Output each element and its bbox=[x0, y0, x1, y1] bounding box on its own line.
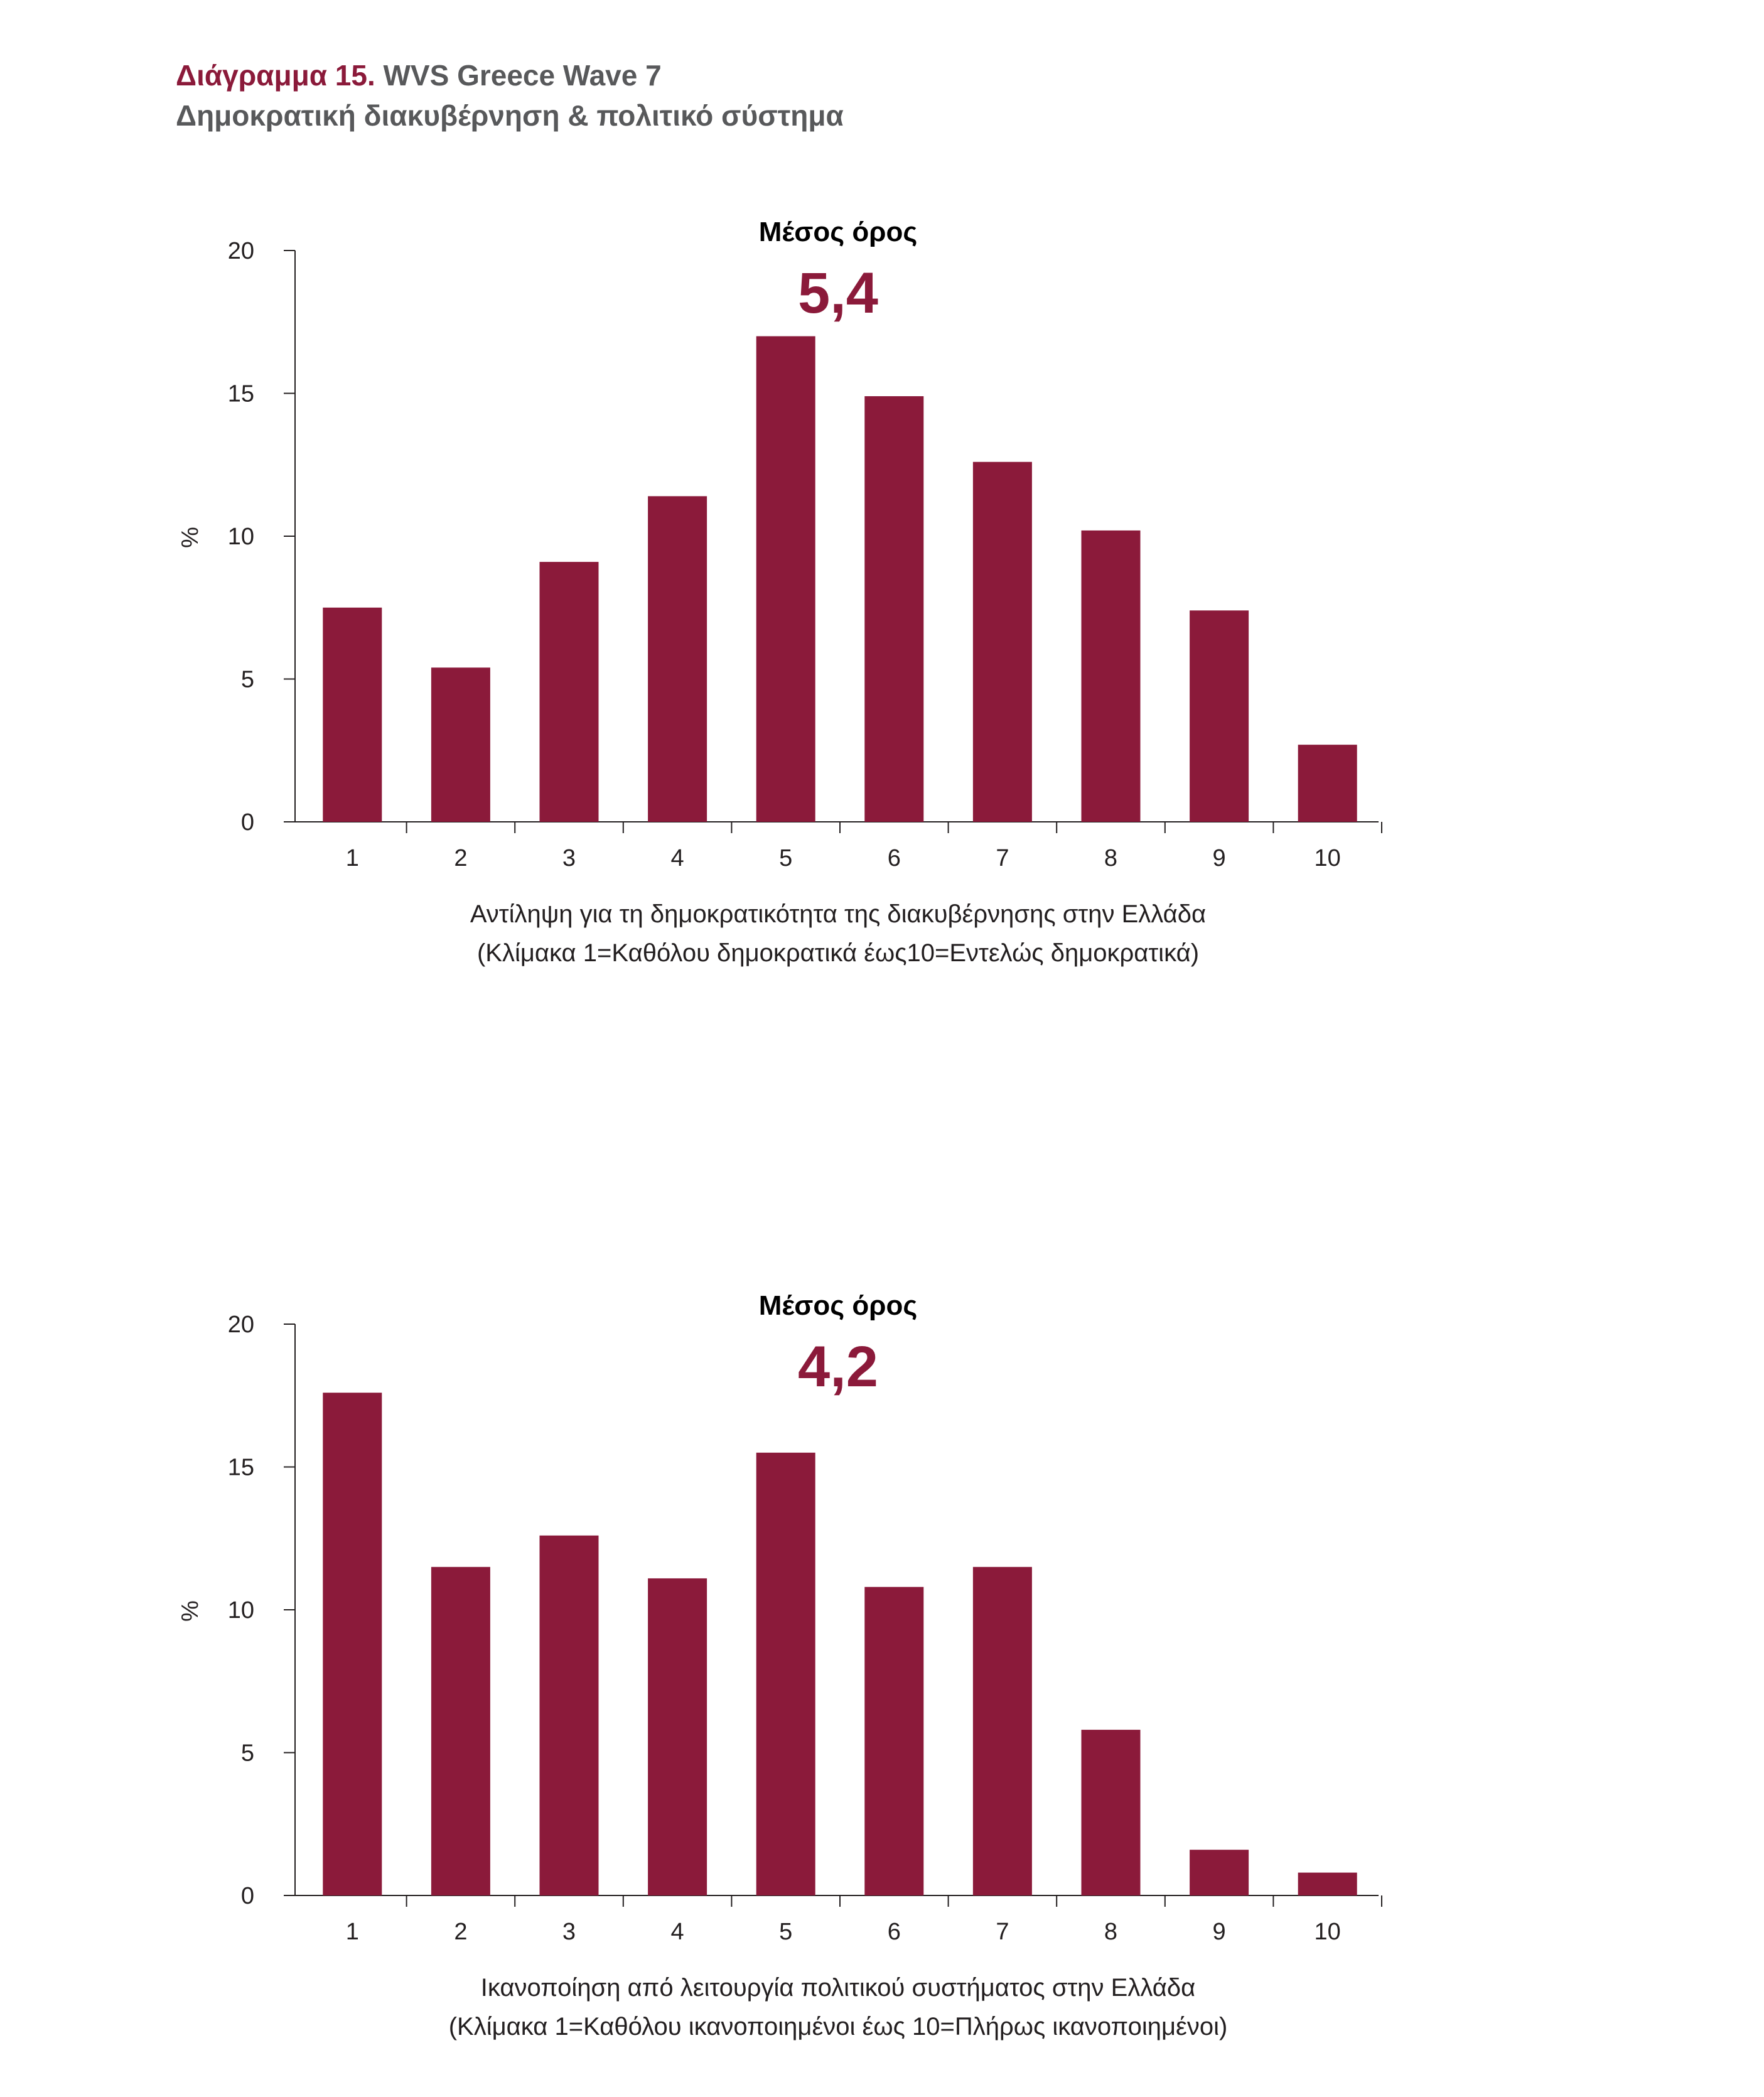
mean-label: Μέσος όρος bbox=[759, 217, 917, 247]
x-axis-label-scale: (Κλίμακα 1=Καθόλου ικανοποιημένοι έως 10… bbox=[449, 2013, 1228, 2040]
bar bbox=[648, 496, 707, 822]
x-axis-label: Ικανοποίηση από λειτουργία πολιτικού συσ… bbox=[481, 1974, 1196, 2002]
bar bbox=[539, 561, 599, 822]
x-tick-label: 2 bbox=[454, 845, 467, 871]
x-tick-label: 1 bbox=[346, 1919, 359, 1945]
chart-democracy-perception: Μέσος όρος 5,4 0 5 10 15 20% 1 2 3 4 5 6 7 8 9 10 Αντίληψ… bbox=[177, 217, 1382, 967]
y-tick-label: 0 bbox=[241, 809, 254, 836]
y-tick-label: 20 bbox=[228, 238, 254, 264]
bar bbox=[1190, 610, 1249, 822]
x-tick-label: 3 bbox=[562, 845, 576, 871]
x-tick-label: 5 bbox=[779, 845, 792, 871]
y-tick-label: 0 bbox=[241, 1883, 254, 1909]
figure-title: Διάγραμμα 15. WVS Greece Wave 7 bbox=[176, 55, 844, 95]
figure-header: Διάγραμμα 15. WVS Greece Wave 7 Δημοκρατ… bbox=[176, 55, 844, 136]
y-tick-label: 15 bbox=[228, 1455, 254, 1481]
x-tick-label: 3 bbox=[562, 1919, 576, 1945]
x-tick-label: 1 bbox=[346, 845, 359, 871]
mean-value: 4,2 bbox=[798, 1335, 878, 1399]
y-tick-label: 15 bbox=[228, 381, 254, 407]
x-tick-label: 6 bbox=[888, 1919, 901, 1945]
x-tick-label: 10 bbox=[1315, 845, 1341, 871]
mean-value: 5,4 bbox=[798, 261, 878, 325]
x-tick-label: 8 bbox=[1104, 1919, 1117, 1945]
bar bbox=[756, 336, 815, 822]
bar bbox=[864, 1587, 924, 1895]
y-tick-label: 20 bbox=[228, 1312, 254, 1338]
mean-label: Μέσος όρος bbox=[759, 1290, 917, 1321]
x-axis-label-scale: (Κλίμακα 1=Καθόλου δημοκρατικά έως10=Εντ… bbox=[477, 939, 1199, 967]
x-tick-label: 8 bbox=[1104, 845, 1117, 871]
bar bbox=[539, 1535, 599, 1895]
x-tick-label: 6 bbox=[888, 845, 901, 871]
bar bbox=[323, 607, 382, 822]
x-tick-label: 5 bbox=[779, 1919, 792, 1945]
y-tick-label: 5 bbox=[241, 1740, 254, 1767]
x-tick-label: 9 bbox=[1213, 845, 1226, 871]
bar bbox=[1298, 745, 1357, 822]
figure-subtitle: Δημοκρατική διακυβέρνηση & πολιτικό σύστ… bbox=[176, 99, 844, 132]
x-tick-label: 4 bbox=[671, 845, 684, 871]
bar bbox=[431, 1566, 490, 1895]
figure-number: Διάγραμμα 15. bbox=[176, 59, 375, 92]
bar bbox=[756, 1452, 815, 1895]
bar bbox=[864, 396, 924, 822]
bar bbox=[972, 1566, 1032, 1895]
bar bbox=[1298, 1872, 1357, 1895]
y-tick-label: 10 bbox=[228, 524, 254, 550]
bar bbox=[1190, 1850, 1249, 1895]
x-tick-label: 9 bbox=[1213, 1919, 1226, 1945]
x-tick-label: 7 bbox=[996, 845, 1009, 871]
bar bbox=[1081, 1730, 1141, 1895]
y-tick-label: 5 bbox=[241, 667, 254, 693]
x-tick-label: 4 bbox=[671, 1919, 684, 1945]
bar bbox=[323, 1393, 382, 1895]
survey-name: WVS Greece Wave 7 bbox=[383, 59, 662, 92]
bar bbox=[972, 461, 1032, 822]
x-axis-label: Αντίληψη για τη δημοκρατικότητα της διακ… bbox=[470, 900, 1206, 928]
y-axis-label: % bbox=[177, 527, 203, 548]
y-tick-label: 10 bbox=[228, 1597, 254, 1624]
bar bbox=[1081, 530, 1141, 822]
chart-political-satisfaction: Μέσος όρος 4,2 0 5 10 15 20% 1 2 3 4 5 6 7 8 9 10 Ικανοπο… bbox=[177, 1290, 1382, 2040]
x-tick-label: 2 bbox=[454, 1919, 467, 1945]
bar bbox=[648, 1578, 707, 1895]
bar bbox=[431, 667, 490, 822]
x-tick-label: 7 bbox=[996, 1919, 1009, 1945]
y-axis-label: % bbox=[177, 1600, 203, 1622]
x-tick-label: 10 bbox=[1315, 1919, 1341, 1945]
